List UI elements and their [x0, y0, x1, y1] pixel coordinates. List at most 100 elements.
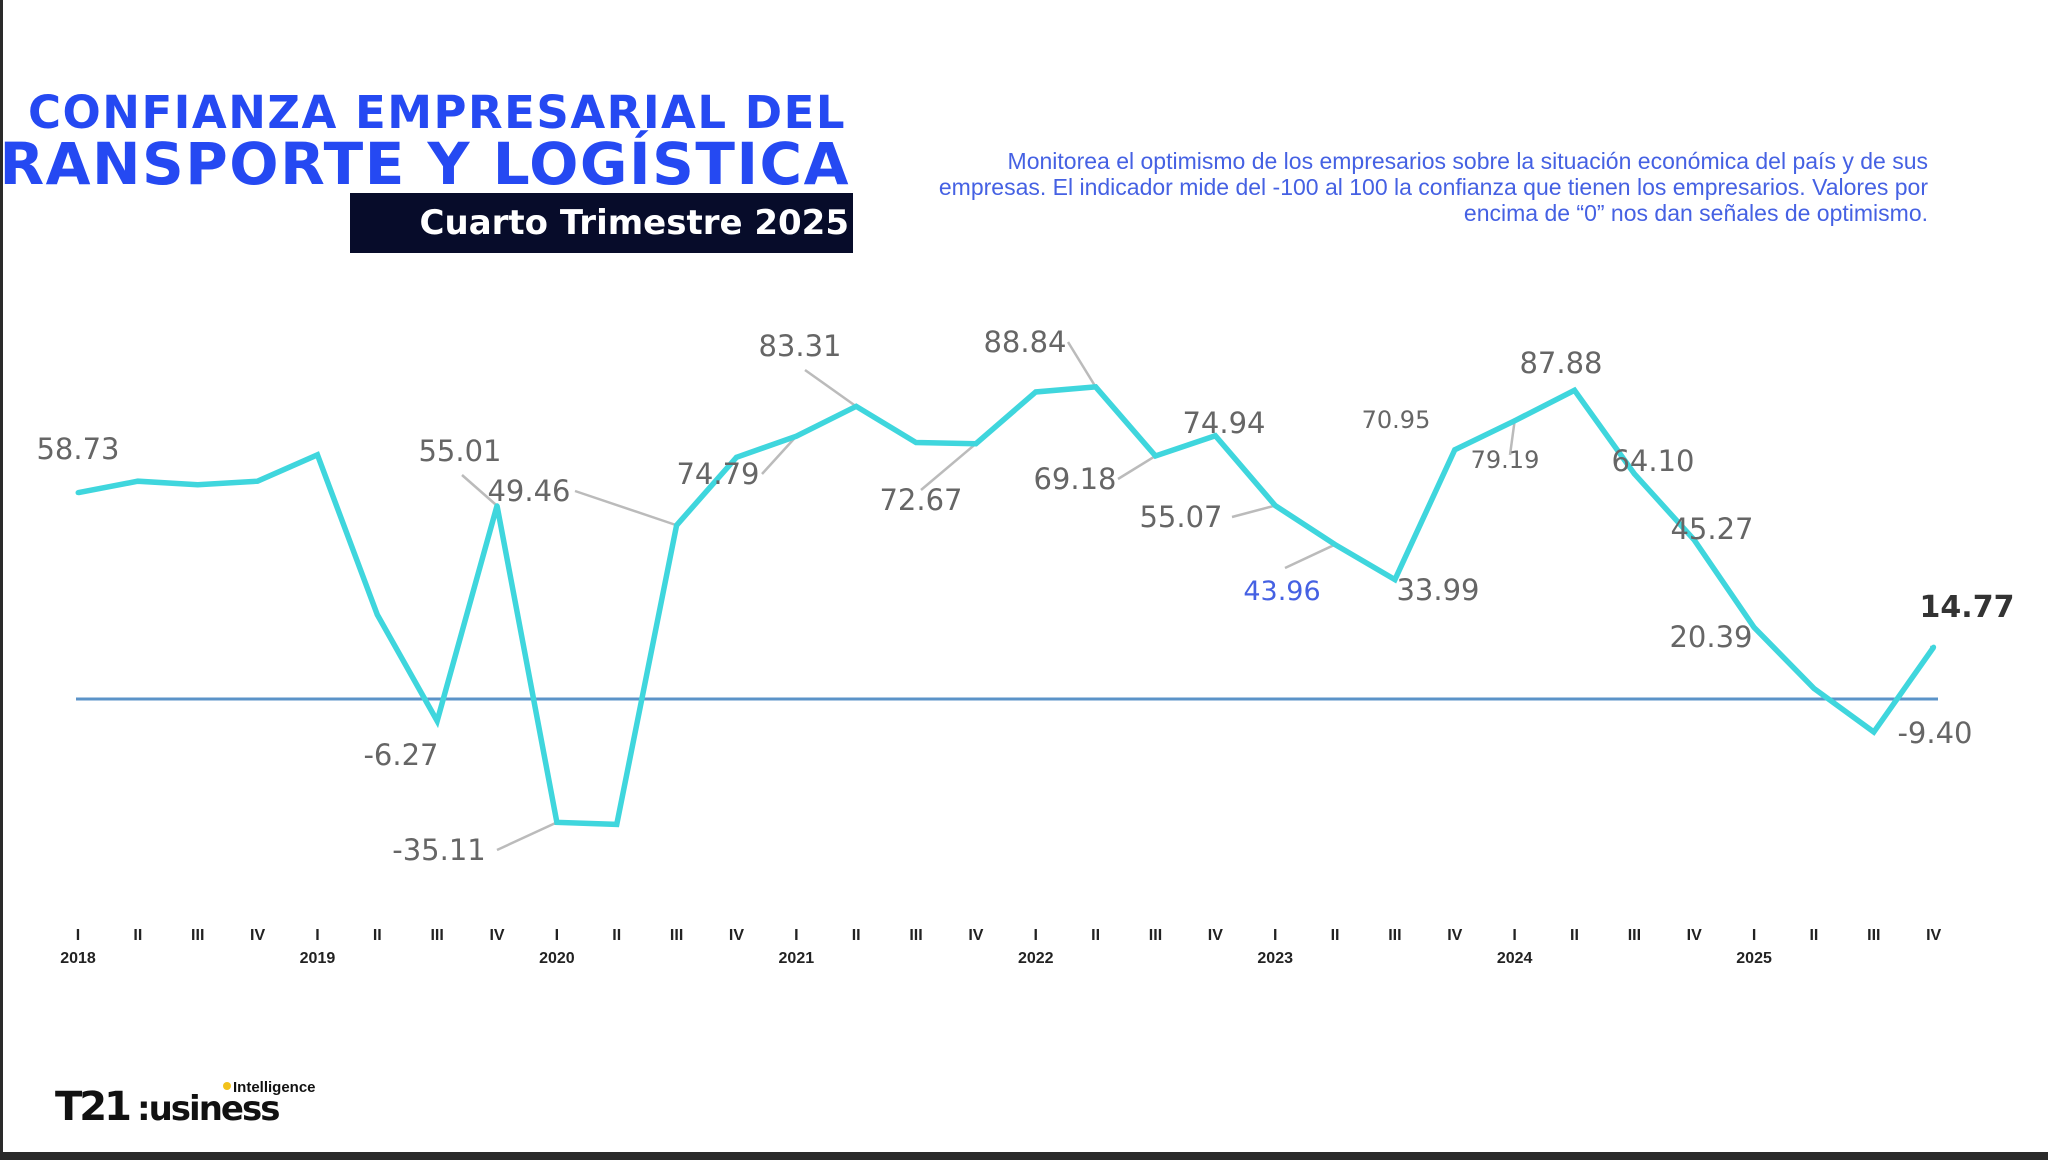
x-tick-label-year: 2020 — [539, 950, 575, 967]
x-tick-label-quarter: IV — [1447, 927, 1462, 944]
t21-business-logo: T21 :usiness Intelligence — [55, 1079, 316, 1126]
x-tick-label-quarter: II — [133, 927, 142, 944]
data-point — [1332, 542, 1338, 548]
title-line-2: TRANSPORTE Y LOGÍSTICA — [0, 130, 850, 198]
x-tick-label-quarter: I — [1273, 927, 1277, 944]
data-label: 55.07 — [1139, 500, 1222, 534]
x-tick-label-quarter: III — [191, 927, 204, 944]
svg-text::usiness: :usiness — [137, 1089, 279, 1126]
data-point — [733, 454, 739, 460]
data-point — [1931, 644, 1937, 650]
svg-text:T21: T21 — [55, 1084, 130, 1126]
x-tick-label-quarter: I — [315, 927, 319, 944]
x-tick-label-quarter: III — [1628, 927, 1641, 944]
data-label: 74.79 — [676, 457, 759, 491]
data-point — [1452, 447, 1458, 453]
data-label: 14.77 — [1920, 590, 2015, 625]
data-point — [614, 821, 620, 827]
x-tick-label-quarter: IV — [1687, 927, 1702, 944]
svg-text:Intelligence: Intelligence — [233, 1079, 316, 1096]
data-point — [1272, 503, 1278, 509]
x-tick-label-quarter: III — [670, 927, 683, 944]
label-leader-line — [1284, 543, 1336, 570]
label-leader-line — [461, 474, 498, 507]
x-tick-label-quarter: III — [1388, 927, 1401, 944]
data-point — [255, 478, 261, 484]
data-point — [1093, 384, 1099, 390]
data-label: 88.84 — [983, 325, 1066, 359]
label-leader-line — [574, 489, 677, 527]
x-tick-label-quarter: III — [1867, 927, 1880, 944]
x-tick-label-quarter: I — [1752, 927, 1756, 944]
x-tick-label-year: 2019 — [300, 950, 336, 967]
x-tick-label-quarter: IV — [1208, 927, 1223, 944]
data-label: 33.99 — [1396, 573, 1479, 607]
data-point — [674, 522, 680, 528]
data-label: 74.94 — [1182, 406, 1265, 440]
data-point — [1691, 537, 1697, 543]
label-leader-line — [920, 442, 977, 491]
x-tick-label-quarter: II — [612, 927, 621, 944]
frame-border-left — [0, 0, 3, 1160]
label-leader-line — [1231, 504, 1276, 519]
data-label: 58.73 — [36, 432, 119, 466]
data-label: 83.31 — [758, 329, 841, 363]
x-tick-label-quarter: III — [909, 927, 922, 944]
data-point — [853, 403, 859, 409]
x-tick-label-quarter: IV — [1926, 927, 1941, 944]
data-label: -9.40 — [1897, 716, 1972, 750]
data-label: 72.67 — [879, 483, 962, 517]
data-point — [1572, 387, 1577, 393]
x-tick-label-quarter: II — [1091, 927, 1100, 944]
data-point — [793, 433, 799, 439]
data-label: 69.18 — [1033, 462, 1116, 496]
x-tick-label-year: 2025 — [1736, 950, 1772, 967]
data-label: 55.01 — [418, 434, 501, 468]
data-label: 43.96 — [1243, 576, 1320, 607]
x-tick-label-year: 2024 — [1497, 950, 1533, 967]
data-point — [195, 482, 201, 488]
data-label: -35.11 — [392, 833, 486, 867]
frame-border-bottom — [0, 1152, 2048, 1160]
data-point — [913, 440, 919, 446]
data-label: 20.39 — [1669, 620, 1752, 654]
x-tick-label-quarter: IV — [250, 927, 265, 944]
series-line — [77, 384, 1936, 828]
x-tick-label-quarter: II — [1331, 927, 1340, 944]
data-point — [1033, 389, 1039, 395]
x-tick-label-quarter: I — [1034, 927, 1038, 944]
data-point — [1811, 685, 1817, 691]
x-tick-label-quarter: I — [1512, 927, 1516, 944]
data-point — [314, 452, 320, 458]
data-point — [1871, 729, 1877, 735]
x-tick-label-year: 2021 — [779, 950, 815, 967]
data-label: 64.10 — [1611, 444, 1694, 478]
data-label: 87.88 — [1519, 346, 1602, 380]
data-point — [1212, 433, 1218, 439]
title-line-1: CONFIANZA EMPRESARIAL DEL — [28, 86, 846, 139]
x-tick-label-quarter: IV — [968, 927, 983, 944]
data-point — [1512, 418, 1518, 424]
data-label: -6.27 — [363, 738, 438, 772]
label-leader-line — [1066, 341, 1097, 388]
data-label: 70.95 — [1362, 406, 1431, 434]
data-point — [1631, 471, 1637, 477]
label-leader-line — [1117, 454, 1157, 481]
x-tick-label-quarter: IV — [729, 927, 744, 944]
data-point — [434, 718, 440, 724]
description: Monitorea el optimismo de los empresario… — [938, 148, 1928, 226]
label-leader-line — [1508, 420, 1516, 456]
subtitle: Cuarto Trimestre 2025 — [419, 203, 849, 243]
data-point — [75, 490, 81, 496]
data-label: 79.19 — [1471, 446, 1540, 474]
data-point — [1392, 577, 1398, 583]
x-tick-label-quarter: III — [430, 927, 443, 944]
data-point — [973, 441, 979, 447]
label-leader-line — [496, 821, 558, 852]
label-leader-line — [761, 435, 798, 475]
x-tick-label-quarter: IV — [489, 927, 504, 944]
x-tick-label-year: 2018 — [60, 950, 96, 967]
data-point — [554, 819, 560, 825]
x-tick-label-year: 2022 — [1018, 950, 1054, 967]
